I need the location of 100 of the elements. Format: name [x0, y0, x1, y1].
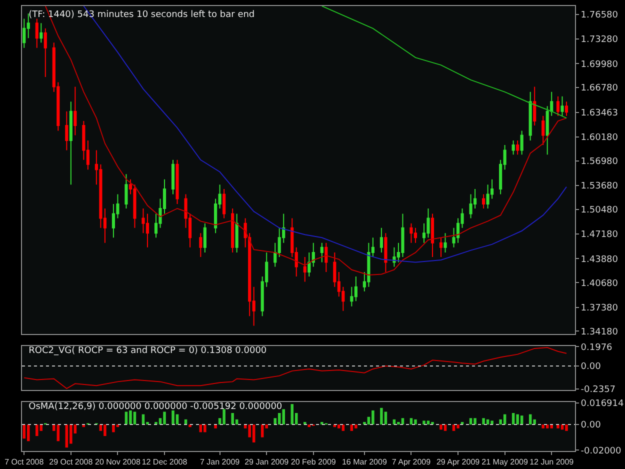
candlestick — [320, 242, 324, 263]
y-tick-label: 1.60180 — [580, 133, 618, 144]
bar — [104, 424, 106, 436]
candlestick — [124, 174, 128, 209]
y-tick-label: -0.2357 — [580, 385, 616, 396]
y-tick-label: 1.40680 — [580, 278, 618, 289]
bar — [260, 424, 264, 438]
candlestick — [74, 86, 77, 136]
candlestick — [222, 188, 226, 219]
bar — [22, 424, 26, 439]
x-tick-label: 16 Mar 2009 — [342, 458, 388, 467]
y-tick-label: 1.56980 — [580, 156, 618, 167]
y-tick-label: 1.73280 — [580, 35, 618, 46]
candlestick — [40, 22, 43, 44]
bar — [133, 412, 136, 425]
y-tick-label: 0.016914 — [580, 399, 624, 410]
bar — [252, 424, 256, 442]
bar — [482, 418, 485, 425]
bar — [512, 413, 515, 425]
candlestick — [380, 227, 383, 254]
bar — [112, 424, 115, 432]
x-tick-label: 20 Feb 2009 — [290, 458, 336, 467]
bar — [440, 424, 442, 430]
y-tick-label: 1.69980 — [580, 60, 618, 70]
bar — [278, 413, 281, 425]
candlestick — [520, 130, 524, 156]
bar — [36, 424, 38, 436]
bar — [163, 412, 166, 425]
candlestick — [244, 218, 247, 248]
bar — [565, 424, 568, 431]
y-tick-label: 0.1976 — [580, 342, 613, 353]
x-tick-label: 7 Oct 2008 — [4, 458, 44, 467]
x-tick-label: 29 Apr 2009 — [436, 458, 480, 467]
bar — [70, 424, 72, 444]
bar — [546, 424, 549, 428]
bar — [354, 424, 358, 428]
candlestick — [414, 227, 418, 244]
candlestick — [176, 159, 179, 204]
candlestick — [35, 18, 38, 48]
candlestick — [482, 194, 486, 209]
candlestick — [69, 101, 72, 186]
candlestick — [528, 91, 532, 141]
bar — [456, 424, 460, 428]
candlestick — [392, 246, 396, 268]
candlestick — [542, 115, 545, 146]
candlestick — [235, 213, 238, 254]
x-tick-label: 29 Oct 2008 — [49, 458, 94, 467]
candlestick — [533, 86, 536, 126]
candlestick — [560, 96, 564, 116]
chart-title: OsMA(12,26,9) 0.000000 0.000000 -0.005192 0.000000 — [28, 402, 282, 412]
candlestick — [512, 140, 515, 156]
candlestick — [303, 256, 306, 282]
y-tick-label: 1.37380 — [580, 303, 618, 314]
bar — [422, 420, 426, 425]
candlestick — [564, 101, 568, 116]
candlestick — [556, 96, 560, 116]
candlestick — [171, 159, 175, 195]
y-tick-label: 1.53680 — [580, 182, 618, 192]
y-tick-label: 1.50480 — [580, 206, 618, 216]
y-tick-label: -0.02000 — [580, 446, 622, 456]
y-tick-label: 1.43880 — [580, 254, 618, 265]
bar — [474, 418, 476, 425]
bar — [426, 420, 430, 425]
bar — [282, 409, 285, 425]
candlestick — [203, 222, 206, 254]
y-tick-label: 1.34180 — [580, 327, 618, 338]
bar — [338, 424, 340, 428]
candlestick — [516, 140, 520, 156]
x-tick-label: 12 Jun 2009 — [530, 458, 574, 467]
bar — [129, 410, 132, 425]
bar — [172, 410, 174, 425]
line-series — [24, 346, 567, 390]
bar — [414, 419, 417, 425]
y-tick-label: 1.66780 — [580, 84, 618, 94]
bar — [204, 424, 206, 432]
x-tick-label: 7 Jan 2009 — [200, 458, 240, 467]
candlestick — [65, 110, 68, 151]
bar — [410, 418, 413, 425]
line-series — [321, 6, 567, 119]
bar — [380, 408, 383, 425]
y-tick-label: 1.76580 — [580, 10, 618, 21]
y-tick-label: 1.63463 — [580, 108, 618, 119]
y-tick-label: 1.47180 — [580, 230, 618, 240]
bar — [222, 409, 226, 425]
x-tick-label: 21 May 2009 — [482, 458, 528, 467]
y-tick-label: 0.00 — [580, 420, 602, 431]
bar — [188, 424, 192, 428]
x-tick-label: 20 Nov 2008 — [95, 458, 141, 467]
x-tick-label: 29 Jan 2009 — [244, 458, 290, 467]
bar — [516, 414, 519, 425]
candlestick — [231, 208, 234, 254]
bar — [542, 424, 544, 428]
candlestick — [44, 28, 47, 78]
bar — [384, 412, 388, 425]
bar — [397, 422, 400, 425]
candlestick — [199, 232, 202, 258]
bar — [231, 413, 234, 425]
candlestick — [410, 222, 413, 244]
candlestick — [384, 232, 388, 272]
x-tick-label: 12 Dec 2008 — [142, 458, 188, 467]
